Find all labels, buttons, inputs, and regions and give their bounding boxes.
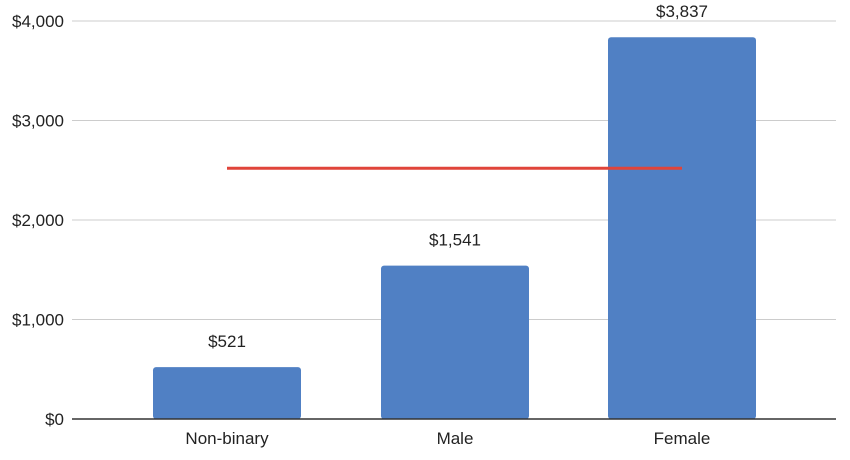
bar-non-binary — [153, 367, 301, 419]
y-tick-label: $3,000 — [12, 112, 64, 131]
bars — [153, 37, 756, 419]
x-tick-label: Non-binary — [185, 429, 269, 448]
data-label: $1,541 — [429, 231, 481, 250]
y-tick-label: $0 — [45, 410, 64, 429]
labels: $0 $1,000 $2,000 $3,000 $4,000 $521 Non-binary… — [12, 2, 710, 448]
x-tick-label: Female — [654, 429, 711, 448]
data-label: $3,837 — [656, 2, 708, 21]
data-label: $521 — [208, 332, 246, 351]
y-tick-label: $1,000 — [12, 311, 64, 330]
bar-female — [608, 37, 756, 419]
y-tick-label: $2,000 — [12, 211, 64, 230]
bar-male — [381, 265, 529, 419]
y-tick-label: $4,000 — [12, 12, 64, 31]
x-tick-label: Male — [437, 429, 474, 448]
